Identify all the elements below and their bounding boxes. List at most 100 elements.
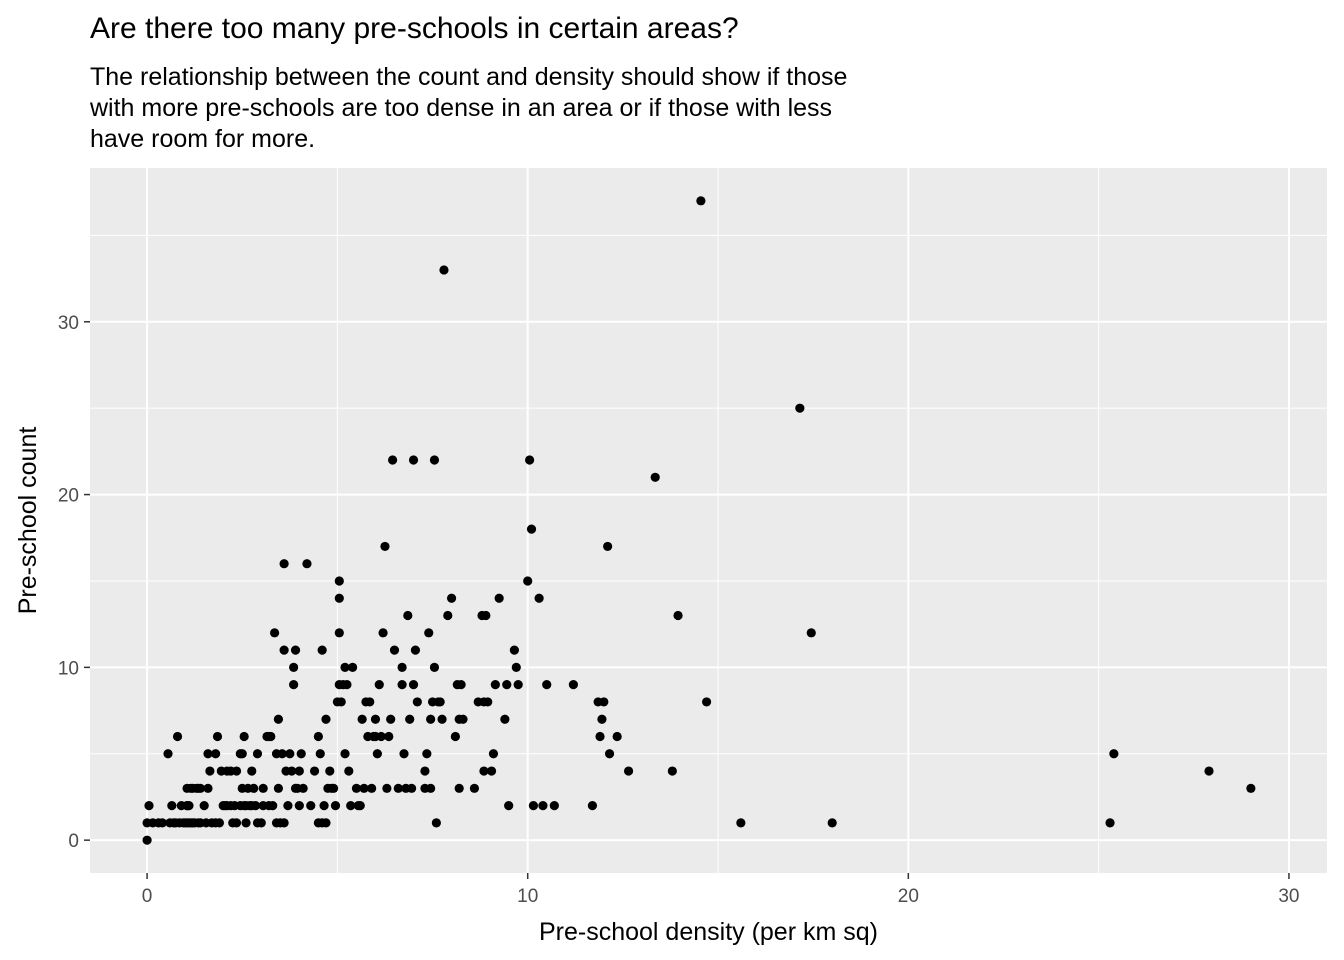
data-point: [422, 749, 432, 759]
data-point: [1109, 749, 1119, 759]
data-point: [431, 818, 441, 828]
data-point: [330, 801, 341, 811]
data-point: [365, 697, 375, 707]
data-point: [321, 714, 331, 724]
data-point: [294, 766, 304, 776]
data-point: [673, 610, 683, 621]
data-point: [249, 783, 259, 793]
data-point: [397, 662, 407, 672]
data-point: [266, 731, 276, 742]
data-point: [458, 714, 468, 724]
data-point: [163, 749, 173, 759]
data-point: [494, 593, 504, 603]
data-point: [321, 818, 331, 828]
data-point: [389, 645, 400, 655]
data-point: [334, 593, 344, 603]
data-point: [376, 731, 386, 742]
x-tick-label: 0: [142, 886, 153, 907]
data-point: [696, 196, 706, 206]
data-point: [214, 818, 225, 828]
data-point: [456, 680, 466, 690]
data-point: [367, 783, 377, 793]
data-point: [273, 783, 284, 793]
chart-title: Are there too many pre-schools in certai…: [90, 12, 739, 45]
data-point: [336, 697, 346, 707]
data-point: [241, 818, 251, 828]
data-point: [701, 697, 712, 707]
data-point: [446, 593, 457, 603]
data-point: [211, 749, 221, 759]
data-point: [268, 801, 278, 811]
data-point: [528, 801, 539, 811]
y-tick-label: 30: [58, 313, 79, 334]
data-point: [348, 662, 358, 672]
data-point: [488, 749, 499, 759]
data-point: [203, 749, 213, 759]
data-point: [612, 731, 622, 742]
data-point: [380, 541, 390, 552]
data-point: [357, 714, 367, 724]
data-point: [667, 766, 677, 776]
data-point: [407, 783, 417, 793]
data-point: [279, 645, 289, 655]
data-point: [526, 524, 537, 534]
data-point: [650, 472, 660, 482]
data-point: [534, 593, 544, 603]
data-point: [289, 662, 299, 672]
data-point: [273, 714, 284, 724]
data-point: [827, 818, 837, 828]
data-point: [513, 680, 523, 690]
data-point: [439, 265, 449, 275]
data-point: [382, 783, 392, 793]
data-point: [603, 541, 613, 552]
data-point: [587, 801, 598, 811]
data-point: [309, 766, 320, 776]
data-point: [199, 801, 209, 811]
data-point: [437, 714, 447, 724]
data-point: [144, 801, 154, 811]
data-point: [806, 628, 816, 638]
data-point: [481, 610, 491, 621]
data-point: [500, 714, 510, 724]
data-point: [405, 714, 415, 724]
chart-subtitle: The relationship between the count and d…: [90, 63, 848, 153]
data-point: [736, 818, 746, 828]
data-point: [523, 576, 533, 586]
data-point: [623, 766, 634, 776]
data-point: [325, 766, 335, 776]
y-tick-label: 10: [58, 658, 79, 679]
data-point: [429, 662, 440, 672]
data-point: [346, 801, 356, 811]
data-point: [258, 783, 268, 793]
data-point: [294, 801, 304, 811]
data-point: [483, 697, 493, 707]
data-point: [435, 697, 445, 707]
major-gridlines: [90, 168, 1327, 873]
x-tick-label: 20: [898, 886, 919, 907]
y-axis-label: Pre-school count: [14, 427, 42, 615]
data-point: [486, 766, 497, 776]
x-axis-label: Pre-school density (per km sq): [539, 918, 878, 946]
data-point: [1246, 783, 1256, 793]
data-point: [289, 680, 299, 690]
data-point: [542, 680, 552, 690]
data-point: [231, 818, 242, 828]
data-point: [429, 455, 440, 465]
x-axis-ticks: 0 10 20 30: [142, 873, 1300, 907]
data-point: [479, 766, 489, 776]
data-point: [182, 818, 192, 828]
data-point: [342, 680, 352, 690]
data-point: [509, 645, 519, 655]
data-point: [372, 749, 382, 759]
data-point: [599, 697, 609, 707]
data-point: [195, 783, 205, 793]
y-tick-label: 0: [68, 831, 79, 852]
data-point: [408, 455, 419, 465]
data-point: [203, 783, 213, 793]
data-point: [313, 731, 323, 742]
data-point: [387, 455, 398, 465]
data-point: [296, 749, 306, 759]
data-point: [287, 766, 297, 776]
data-point: [378, 628, 388, 638]
